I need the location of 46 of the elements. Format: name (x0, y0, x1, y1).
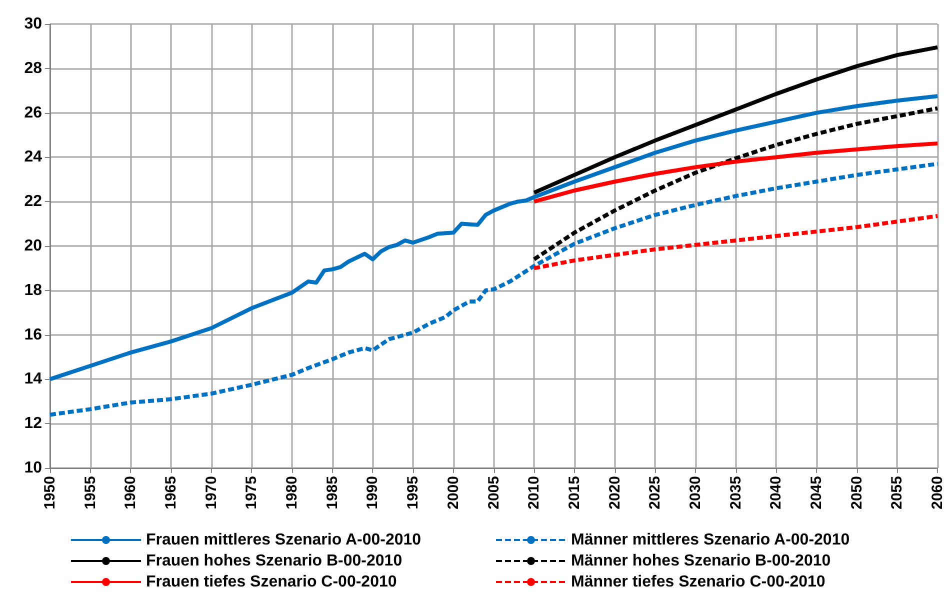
legend-label: Frauen hohes Szenario B-00-2010 (146, 552, 402, 570)
x-tick-label: 1990 (364, 476, 382, 510)
y-tick-label: 28 (24, 60, 42, 77)
y-tick-label: 16 (24, 326, 42, 344)
y-tick-label: 18 (24, 282, 42, 299)
line-series (48, 162, 940, 417)
x-tick-label: 2055 (888, 476, 906, 510)
x-tick-label: 1965 (162, 476, 180, 510)
x-tick-label: 1960 (122, 476, 140, 510)
x-tick-label: 2000 (444, 476, 462, 510)
y-tick-label: 14 (24, 370, 42, 388)
y-tick-label: 20 (24, 238, 42, 254)
x-tick-label: 1975 (243, 476, 260, 510)
x-tick-label: 1995 (404, 476, 422, 510)
x-tick-label: 1985 (324, 476, 341, 510)
line-series (48, 94, 940, 382)
legend-label: Frauen tiefes Szenario C-00-2010 (146, 574, 397, 590)
line-series (532, 106, 940, 262)
legend-label: Männer hohes Szenario B-00-2010 (571, 552, 831, 570)
x-tick-label: 2035 (727, 476, 744, 510)
line-series (532, 214, 940, 270)
x-tick-label: 2050 (848, 476, 866, 510)
x-tick-label: 2045 (808, 476, 825, 510)
y-tick-label: 26 (24, 104, 42, 122)
x-tick-label: 2010 (526, 476, 543, 510)
x-tick-label: 2005 (485, 476, 502, 510)
x-tick-label: 1980 (284, 476, 301, 510)
x-tick-label: 2030 (686, 476, 704, 510)
y-tick-label: 22 (24, 193, 42, 210)
y-tick-label: 12 (24, 415, 42, 432)
x-tick-label: 2025 (646, 476, 664, 510)
x-tick-label: 2040 (768, 476, 785, 510)
x-tick-label: 1955 (82, 476, 99, 510)
x-tick-label: 2020 (606, 476, 624, 510)
legend-label: Männer mittleres Szenario A-00-2010 (571, 532, 850, 548)
y-tick-label: 30 (24, 16, 42, 32)
line-series (532, 45, 940, 195)
legend-label: Männer tiefes Szenario C-00-2010 (571, 574, 826, 590)
legend-label: Frauen mittleres Szenario A-00-2010 (146, 532, 422, 548)
x-tick-label: 2015 (566, 476, 583, 510)
x-tick-label: 2060 (929, 476, 945, 510)
y-tick-label: 24 (24, 148, 42, 166)
x-tick-label: 1950 (42, 476, 58, 510)
x-tick-label: 1970 (202, 476, 220, 510)
y-tick-label: 10 (24, 460, 42, 476)
line-series (532, 141, 940, 204)
